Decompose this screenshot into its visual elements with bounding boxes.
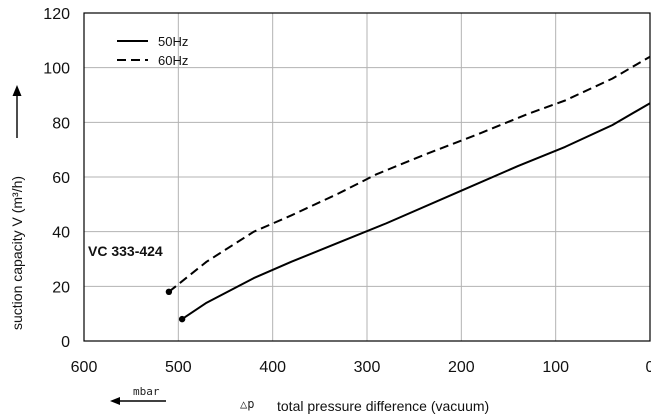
- plot-frame: [83, 12, 651, 342]
- y-tick-label: 60: [52, 170, 70, 187]
- x-tick-labels: 600 500 400 300 200 100 0: [71, 359, 651, 376]
- x-tick-label: 300: [354, 359, 381, 376]
- series-start-point-60hz: [165, 288, 173, 295]
- x-tick-label: 400: [259, 359, 286, 376]
- y-axis-label-group: suction capacity V (m³/h): [9, 85, 25, 330]
- y-tick-label: 0: [61, 334, 70, 351]
- legend-label-60hz: 60Hz: [158, 53, 188, 68]
- x-axis-unit-group: mbar: [110, 385, 166, 405]
- y-axis-label: suction capacity V (m³/h): [9, 176, 25, 330]
- y-tick-label: 80: [52, 115, 70, 132]
- legend: 50Hz 60Hz: [117, 34, 188, 68]
- y-tick-label: 40: [52, 225, 70, 242]
- x-tick-label: 500: [165, 359, 192, 376]
- x-tick-label: 0: [646, 359, 651, 376]
- y-axis-arrow-head: [12, 85, 22, 96]
- model-annotation: VC 333-424: [88, 243, 163, 259]
- y-tick-label: 120: [43, 6, 70, 23]
- x-axis-unit: mbar: [133, 385, 160, 398]
- x-tick-label: 600: [71, 359, 98, 376]
- x-tick-label: 200: [448, 359, 475, 376]
- series-line-50hz: [181, 102, 651, 320]
- y-tick-labels: 0 20 40 60 80 100 120: [43, 6, 70, 351]
- series-lines: [165, 55, 651, 323]
- x-axis-delta-symbol: △p: [240, 397, 254, 411]
- y-tick-label: 100: [43, 61, 70, 78]
- x-axis-arrow-head: [110, 397, 120, 405]
- x-tick-label: 100: [542, 359, 569, 376]
- series-line-60hz: [168, 55, 651, 293]
- x-axis-label: total pressure difference (vacuum): [277, 398, 489, 414]
- legend-label-50hz: 50Hz: [158, 34, 188, 49]
- y-tick-label: 20: [52, 279, 70, 296]
- series-start-point-50hz: [178, 315, 186, 323]
